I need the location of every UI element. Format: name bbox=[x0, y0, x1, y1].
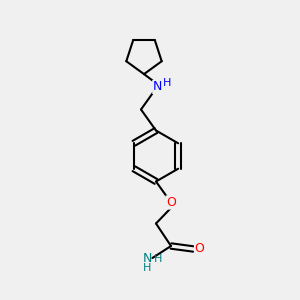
Text: N: N bbox=[142, 251, 152, 265]
Text: H: H bbox=[143, 262, 151, 273]
Text: H: H bbox=[154, 254, 162, 265]
Text: O: O bbox=[166, 196, 176, 209]
Text: H: H bbox=[163, 78, 172, 88]
Text: N: N bbox=[153, 80, 162, 94]
Text: O: O bbox=[195, 242, 204, 256]
